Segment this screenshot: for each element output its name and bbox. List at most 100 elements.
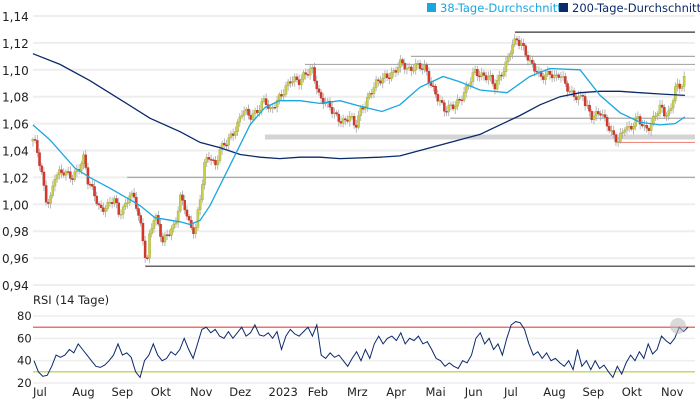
legend-label-ma38: 38-Tage-Durchschnitt (440, 1, 562, 15)
candle-up (220, 142, 224, 150)
candle-up (511, 44, 514, 54)
candle-up (126, 202, 129, 204)
candle-down (71, 178, 74, 180)
candle-up (623, 129, 626, 133)
candle-down (599, 113, 602, 116)
candle-up (621, 132, 624, 134)
candle-down (137, 208, 140, 216)
candle-up (555, 74, 558, 76)
candle-down (451, 104, 455, 110)
candle-up (625, 126, 629, 131)
candle-up (399, 59, 402, 68)
candle-up (634, 118, 637, 127)
candle-down (535, 71, 538, 73)
candle-up (390, 72, 393, 79)
candle-up (594, 111, 598, 117)
candle-up (513, 38, 516, 45)
candle-up (407, 66, 411, 69)
candle-up (471, 72, 475, 83)
candle-down (185, 209, 189, 217)
candle-down (192, 227, 195, 234)
rsi-panel: 80 60 40 20 (17, 309, 695, 390)
candle-down (93, 186, 96, 197)
candle-up (172, 223, 175, 229)
candle-up (170, 228, 173, 236)
candle-down (339, 121, 343, 124)
candle-down (139, 215, 142, 224)
candle-up (55, 174, 59, 180)
candle-up (234, 131, 237, 136)
candle-up (251, 113, 255, 120)
candle-up (176, 210, 180, 223)
candle-up (383, 73, 387, 79)
candle-down (418, 63, 422, 69)
candle-down (110, 202, 114, 205)
candle-up (412, 69, 415, 72)
candle-up (619, 133, 622, 142)
candle-down (115, 198, 118, 203)
candle-up (152, 220, 156, 229)
candle-up (333, 112, 336, 114)
candle-up (51, 185, 54, 196)
candle-down (533, 63, 536, 72)
candle-down (247, 108, 250, 116)
candle-up (104, 208, 107, 212)
candle-up (271, 107, 274, 109)
candle-up (616, 141, 620, 143)
candle-up (632, 126, 635, 130)
candle-down (484, 75, 488, 81)
candle-up (498, 74, 501, 81)
candle-down (280, 94, 283, 97)
candle-up (674, 86, 677, 101)
candle-down (440, 100, 444, 103)
candle-up (311, 67, 314, 69)
candle-down (550, 74, 554, 79)
candle-down (500, 74, 503, 77)
candle-up (198, 199, 202, 210)
candle-down (531, 59, 534, 64)
candle-down (69, 171, 72, 179)
candle-down (491, 74, 494, 84)
candle-up (456, 99, 459, 107)
candle-down (165, 234, 169, 236)
ma38-line (32, 67, 686, 226)
candle-down (214, 160, 217, 166)
candle-down (542, 76, 545, 80)
time-tick-label: Aug (543, 385, 565, 399)
candle-down (394, 70, 398, 73)
candle-up (506, 56, 510, 63)
candle-down (434, 86, 437, 95)
candle-down (168, 234, 171, 236)
candle-down (564, 76, 567, 84)
candle-up (293, 76, 296, 82)
candle-up (489, 74, 492, 77)
candle-down (328, 100, 332, 108)
candlesticks (31, 33, 686, 264)
candle-up (238, 116, 241, 123)
time-tick-label: Mai (426, 385, 446, 399)
candle-up (106, 202, 109, 209)
candle-down (597, 111, 600, 114)
candle-up (269, 107, 272, 110)
candle-up (658, 104, 662, 114)
price-tick-label: 1,06 (2, 118, 29, 132)
candle-down (645, 125, 648, 129)
rsi-tick-label: 60 (17, 331, 32, 345)
candle-up (258, 109, 261, 113)
candle-up (194, 227, 197, 234)
candle-up (302, 72, 305, 80)
time-tick-label: Jul (503, 385, 518, 399)
candle-down (346, 119, 349, 122)
candle-down (614, 134, 618, 142)
candle-down (421, 68, 424, 70)
candle-up (449, 104, 453, 106)
candle-up (454, 106, 457, 110)
candle-up (577, 96, 580, 100)
candle-down (361, 107, 365, 110)
rsi-title: RSI (14 Tage) (33, 293, 109, 307)
candle-up (203, 162, 206, 185)
candle-up (546, 71, 549, 75)
candle-up (119, 214, 123, 216)
candle-down (603, 114, 607, 118)
candle-up (553, 75, 556, 79)
